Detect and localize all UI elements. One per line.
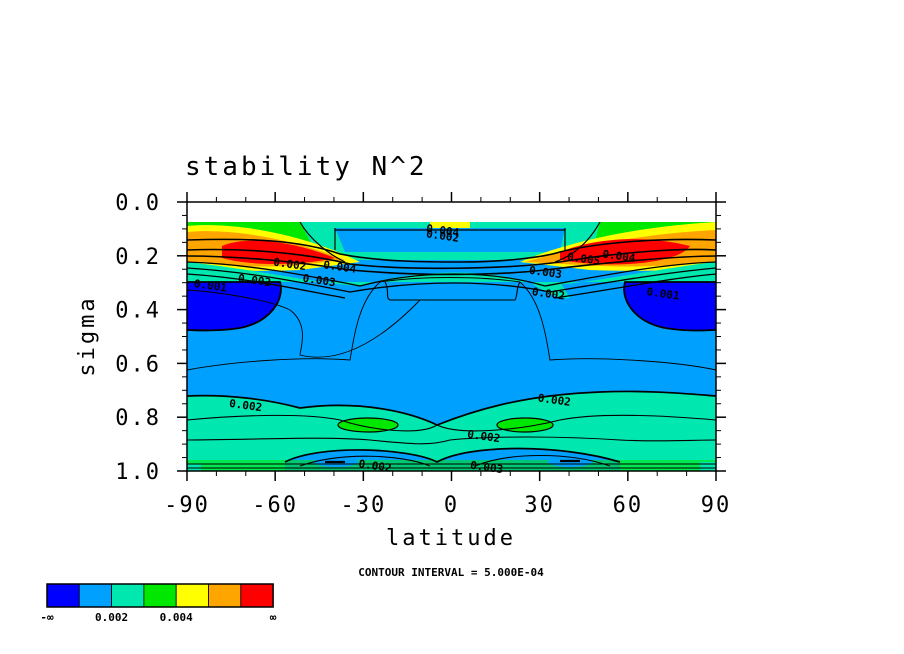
x-tick-label: 30 <box>524 493 555 518</box>
contour-line <box>554 222 601 263</box>
colorbar-label: 0.004 <box>160 611 193 624</box>
colorbar: -∞ 0.002 0.004 ∞ <box>40 583 277 624</box>
colorbar-frame <box>46 583 274 608</box>
contour-line <box>187 281 381 371</box>
contour-label: 0.004 <box>322 258 357 276</box>
contour-label: 0.002 <box>425 227 460 244</box>
band-surface-green <box>187 460 716 471</box>
x-axis-label: latitude <box>386 526 516 551</box>
colorbar-label: 0.002 <box>95 611 128 624</box>
y-tick-label: 1.0 <box>115 460 161 485</box>
contour-label: 0.002 <box>537 391 572 408</box>
contour-label: 0.002 <box>237 272 272 289</box>
x-tick-label: -30 <box>340 493 386 518</box>
contour-line <box>496 417 554 433</box>
contour-line <box>187 238 716 263</box>
colorbar-swatch <box>46 583 80 608</box>
colorbar-label: -∞ <box>40 611 54 624</box>
contour-label: 0.002 <box>272 256 307 273</box>
contour-line <box>337 417 399 433</box>
contour-label: 0.003 <box>302 272 337 289</box>
contour-lines <box>187 222 716 469</box>
contour-line <box>187 248 716 270</box>
x-tick-label: 90 <box>701 493 732 518</box>
contour-label: 0.002 <box>466 428 501 445</box>
x-tick-label: -60 <box>252 493 298 518</box>
contour-line <box>187 414 716 432</box>
contour-line <box>325 459 580 464</box>
contour-label: 0.001 <box>646 285 681 303</box>
x-tick-label: 60 <box>613 493 644 518</box>
colorbar-swatch <box>78 583 113 608</box>
contour-line <box>299 222 346 263</box>
contour-line <box>187 267 716 293</box>
y-tick-label: 0.2 <box>115 245 161 270</box>
contour-interval-note: CONTOUR INTERVAL = 5.000E-04 <box>358 566 544 579</box>
contour-line <box>554 273 716 299</box>
contour-line <box>284 447 621 463</box>
contour-label: 0.003 <box>469 459 504 476</box>
colorbar-swatch <box>208 583 242 608</box>
colorbar-swatch <box>240 583 274 608</box>
band-cyan-nh-patch <box>530 282 570 299</box>
x-tick-label: 0 <box>444 493 459 518</box>
y-axis-label: sigma <box>75 295 100 376</box>
contour-label: 0.004 <box>602 248 637 266</box>
band-low-cyan <box>187 391 716 471</box>
contour-label: 0.003 <box>528 264 563 281</box>
contour-label: 0.002 <box>228 397 263 414</box>
contour-label: 0.001 <box>193 277 228 295</box>
y-tick-label: 0.8 <box>115 406 161 431</box>
contour-line <box>519 281 716 371</box>
contour-label: 0.005 <box>566 250 601 267</box>
y-tick-label: 0.6 <box>115 352 161 377</box>
chart-title: stability N^2 <box>185 152 428 182</box>
contour-line <box>187 273 346 299</box>
y-tick-label: 0.0 <box>115 191 161 216</box>
y-axis: 0.0 0.2 0.4 0.6 0.8 1.0 <box>115 191 726 485</box>
band-surface-nh-edge <box>700 462 716 471</box>
band-nh-deepblue <box>624 282 716 331</box>
contour-line <box>187 277 521 358</box>
contour-line <box>187 281 282 332</box>
x-tick-label: -90 <box>164 493 210 518</box>
contour-line <box>187 436 716 445</box>
band-sh-deepblue <box>187 282 281 331</box>
contour-label: 0.004 <box>425 222 460 240</box>
colorbar-swatch <box>175 583 209 608</box>
colorbar-swatch <box>143 583 177 608</box>
contour-label: 0.002 <box>531 285 566 302</box>
contour-line <box>299 454 611 467</box>
contour-line <box>384 281 521 301</box>
contour-line <box>623 281 716 332</box>
colorbar-label: ∞ <box>270 611 277 624</box>
band-top-yellow <box>430 222 470 228</box>
contour-line <box>187 261 716 287</box>
y-tick-label: 0.4 <box>115 299 161 324</box>
x-axis: -90 -60 -30 0 30 60 90 <box>164 192 732 518</box>
colorbar-swatch <box>111 583 145 608</box>
band-top-blue-center <box>335 228 565 252</box>
band-sh-green-cell <box>338 418 398 432</box>
